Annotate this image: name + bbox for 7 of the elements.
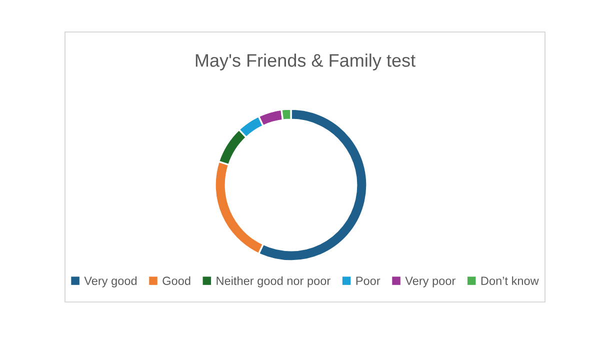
legend-label: Poor (356, 276, 380, 286)
legend-label: Very poor (405, 276, 456, 288)
legend-label: Neither good nor poor (216, 276, 330, 288)
legend-label: Good (162, 276, 190, 286)
legend-label: Very good (84, 276, 137, 288)
chart-title: May's Friends & Family test (196, 54, 416, 70)
legend-label: Don’t know (481, 276, 539, 286)
